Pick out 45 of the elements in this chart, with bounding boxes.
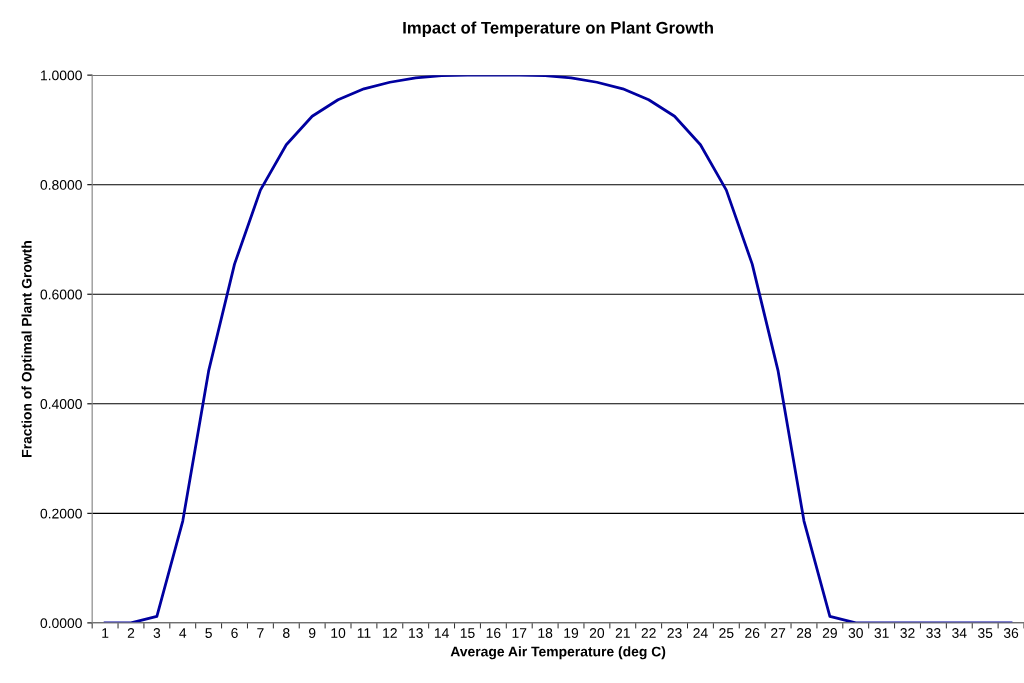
x-tick-label: 31 [874,628,889,638]
x-tick-label: 27 [771,628,786,638]
y-tick-label: 0.6000 [40,289,82,300]
x-tick-label: 9 [308,628,316,638]
x-tick-label: 35 [977,628,993,638]
x-axis-title: Average Air Temperature (deg C) [450,646,666,660]
x-tick-label: 15 [460,628,475,638]
x-tick-label: 29 [822,628,837,638]
y-axis-title: Fraction of Optimal Plant Growth [21,241,35,457]
x-tick-label: 33 [926,628,941,638]
x-tick-label: 28 [796,628,812,638]
x-tick-label: 19 [564,628,579,638]
x-tick-label: 34 [952,628,967,638]
x-tick-label: 10 [331,628,346,638]
x-tick-label: 22 [641,628,656,638]
x-tick-label: 23 [667,628,682,638]
x-tick-label: 1 [102,628,109,638]
x-tick-label: 3 [153,628,161,638]
x-tick-label: 36 [1003,628,1019,638]
x-tick-label: 2 [127,628,135,638]
x-tick-label: 16 [486,628,501,638]
x-tick-label: 21 [615,628,630,638]
y-tick-label: 1.0000 [41,70,82,81]
x-tick-label: 5 [205,628,212,638]
y-tick-label: 0.0000 [40,618,82,629]
x-tick-label: 30 [848,628,863,638]
x-tick-label: 17 [512,628,527,638]
x-tick-label: 26 [745,628,760,638]
x-tick-label: 7 [257,628,264,638]
x-tick-label: 4 [179,628,187,638]
x-tick-label: 11 [357,628,371,638]
x-tick-label: 24 [693,628,708,638]
x-tick-label: 6 [231,628,238,638]
x-tick-label: 20 [589,628,605,638]
x-tick-label: 25 [719,628,734,638]
x-tick-label: 14 [434,628,449,638]
y-tick-label: 0.8000 [40,180,82,190]
x-tick-label: 8 [283,628,290,638]
x-tick-label: 13 [409,628,423,638]
x-tick-label: 12 [383,628,397,638]
x-tick-label: 32 [900,628,915,638]
y-tick-label: 0.2000 [40,508,82,519]
x-tick-label: 18 [538,628,553,638]
chart-title: Impact of Temperature on Plant Growth [403,21,713,37]
y-tick-label: 0.4000 [40,399,82,409]
